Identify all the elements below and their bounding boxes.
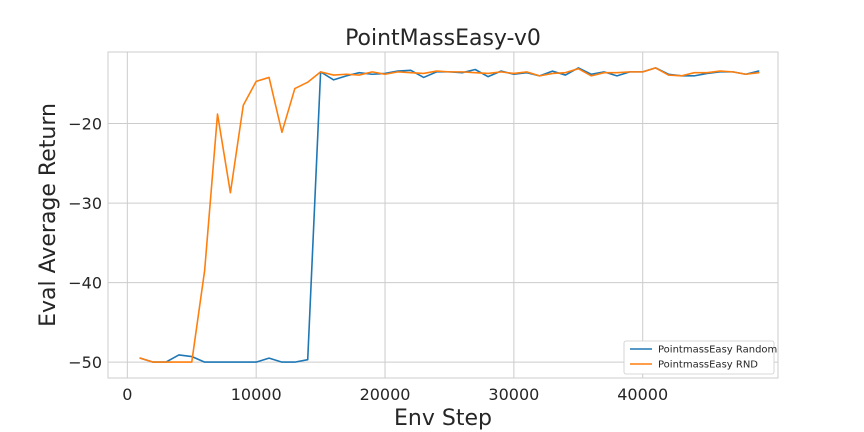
y-tick-label: −20 [68, 115, 102, 134]
legend-label-random: PointmassEasy Random [658, 345, 777, 356]
x-tick-label: 0 [122, 385, 132, 404]
legend: PointmassEasy Random PointmassEasy RND [623, 340, 777, 375]
series-layer [139, 67, 760, 363]
x-tick-label: 30000 [488, 385, 539, 404]
x-tick-label: 40000 [617, 385, 668, 404]
x-axis-label: Env Step [394, 406, 492, 431]
y-tick-label: −30 [68, 194, 102, 213]
legend-label-rnd: PointmassEasy RND [658, 360, 758, 371]
y-tick-label: −40 [68, 274, 102, 293]
x-tick-label: 20000 [360, 385, 411, 404]
y-axis-label: Eval Average Return [36, 103, 61, 327]
tick-labels: 0 10000 20000 30000 40000 −50 −40 −30 −20 [68, 115, 668, 404]
x-tick-label: 10000 [231, 385, 282, 404]
legend-box [623, 340, 775, 375]
y-tick-label: −50 [68, 353, 102, 372]
chart-title: PointMassEasy-v0 [345, 26, 541, 51]
series-line-rnd [139, 67, 760, 363]
plot-area [107, 51, 779, 379]
